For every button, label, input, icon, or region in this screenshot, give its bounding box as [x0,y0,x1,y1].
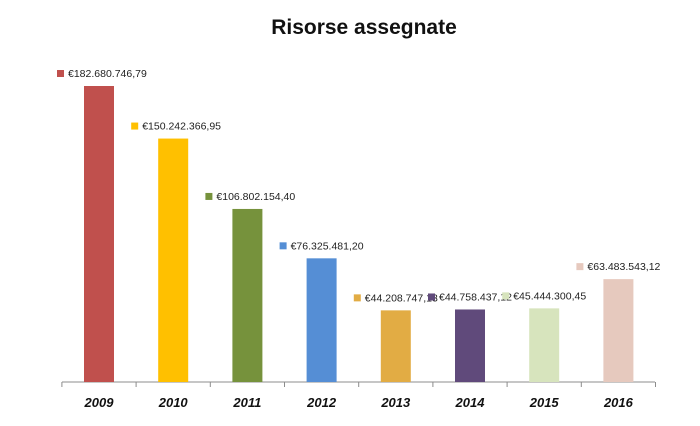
x-tick-label-2013: 2013 [380,395,411,410]
data-label-marker-2011 [205,192,213,200]
data-label-2012: €76.325.481,20 [291,240,364,252]
bar-2016 [603,279,634,382]
bar-2013 [380,310,411,382]
data-label-marker-2013 [353,294,361,302]
data-label-marker-2015 [502,292,510,300]
x-tick-label-2016: 2016 [603,395,634,410]
bar-2015 [529,308,560,382]
x-tick-label-2009: 2009 [84,395,115,410]
data-label-2011: €106.802.154,40 [216,191,295,203]
data-label-marker-2016 [576,263,584,271]
bar-2014 [455,309,485,382]
data-label-2014: €44.758.437,12 [439,291,512,303]
data-label-2016: €63.483.543,12 [587,261,660,273]
x-tick-label-2014: 2014 [455,395,486,410]
data-label-marker-2009 [57,70,64,77]
data-label-2010: €150.242.366,95 [142,121,221,133]
bar-2010 [158,138,189,382]
chart-title: Risorse assegnate [271,16,457,39]
bar-2012 [306,258,337,382]
data-label-marker-2014 [428,293,435,301]
x-tick-label-2011: 2011 [232,395,261,410]
data-label-2015: €45.444.300,45 [513,290,586,302]
data-label-marker-2010 [131,122,139,130]
x-tick-label-2015: 2015 [529,395,560,410]
x-tick-label-2012: 2012 [306,395,337,410]
data-label-2013: €44.208.747,13 [365,292,438,304]
data-label-marker-2012 [279,242,287,250]
bar-2009 [84,86,114,382]
bar-2011 [232,208,263,382]
x-tick-label-2010: 2010 [158,395,189,410]
data-label-2009: €182.680.746,79 [68,68,147,80]
